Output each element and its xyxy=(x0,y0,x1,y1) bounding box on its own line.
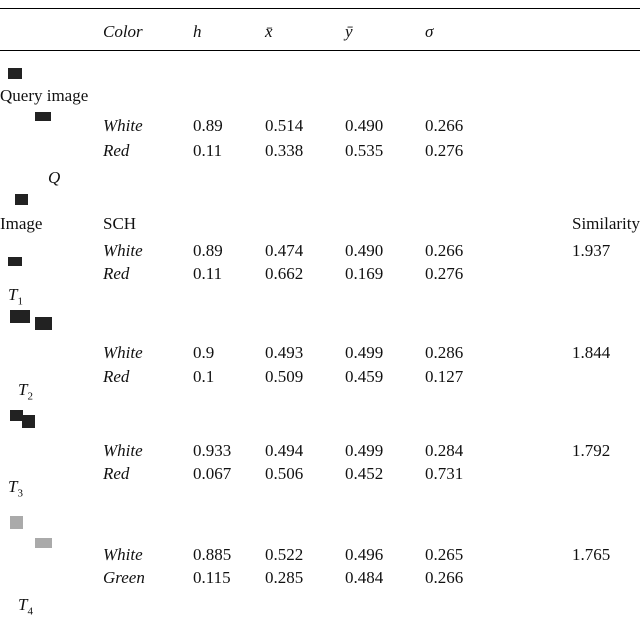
icon xyxy=(35,112,51,121)
color-name: White xyxy=(103,116,143,136)
cell: 0.276 xyxy=(425,141,463,161)
icon xyxy=(8,68,22,79)
color-name: White xyxy=(103,545,143,565)
cell: 0.276 xyxy=(425,264,463,284)
image-label: Image xyxy=(0,214,42,234)
cell: 0.493 xyxy=(265,343,303,363)
symbol-index: 4 xyxy=(27,605,33,617)
cell: 0.266 xyxy=(425,241,463,261)
cell: 0.506 xyxy=(265,464,303,484)
cell: 0.459 xyxy=(345,367,383,387)
symbol: T3 xyxy=(8,477,23,503)
cell: 0.169 xyxy=(345,264,383,284)
cell: 0.494 xyxy=(265,441,303,461)
cell: 0.522 xyxy=(265,545,303,565)
method-label: SCH xyxy=(103,214,136,234)
cell: 0.474 xyxy=(265,241,303,261)
similarity: 1.792 xyxy=(572,441,610,461)
color-name: White xyxy=(103,343,143,363)
header-rule xyxy=(0,50,640,51)
cell: 0.509 xyxy=(265,367,303,387)
column-header: h xyxy=(193,22,202,42)
cell: 0.067 xyxy=(193,464,231,484)
cell: 0.127 xyxy=(425,367,463,387)
color-name: Red xyxy=(103,264,129,284)
cell: 0.285 xyxy=(265,568,303,588)
cell: 0.662 xyxy=(265,264,303,284)
icon xyxy=(10,310,30,323)
symbol: T1 xyxy=(8,285,23,311)
cell: 0.731 xyxy=(425,464,463,484)
cell: 0.885 xyxy=(193,545,231,565)
color-name: White xyxy=(103,241,143,261)
column-header: σ xyxy=(425,22,433,42)
cell: 0.266 xyxy=(425,116,463,136)
cell: 0.933 xyxy=(193,441,231,461)
icon xyxy=(35,538,52,548)
color-name: Red xyxy=(103,464,129,484)
cell: 0.265 xyxy=(425,545,463,565)
color-name: Green xyxy=(103,568,145,588)
column-header: x̄ xyxy=(265,22,273,42)
icon xyxy=(10,516,23,529)
top-rule xyxy=(0,8,640,9)
cell: 0.9 xyxy=(193,343,214,363)
icon xyxy=(35,317,52,330)
symbol-index: 1 xyxy=(17,295,23,307)
symbol: Q xyxy=(48,168,60,188)
cell: 0.496 xyxy=(345,545,383,565)
similarity-header: Similarity xyxy=(572,214,640,234)
icon xyxy=(15,194,28,205)
cell: 0.490 xyxy=(345,241,383,261)
symbol-index: 3 xyxy=(17,487,23,499)
color-name: Red xyxy=(103,367,129,387)
cell: 0.266 xyxy=(425,568,463,588)
cell: 0.452 xyxy=(345,464,383,484)
icon xyxy=(22,415,35,428)
cell: 0.11 xyxy=(193,141,222,161)
table-page: Color h x̄ ȳ σ Query image White 0.89 0.514 0.490… xyxy=(0,0,640,630)
cell: 0.484 xyxy=(345,568,383,588)
query-label: Query image xyxy=(0,86,88,106)
similarity: 1.844 xyxy=(572,343,610,363)
column-header: ȳ xyxy=(345,22,353,42)
cell: 0.284 xyxy=(425,441,463,461)
cell: 0.89 xyxy=(193,116,223,136)
cell: 0.499 xyxy=(345,441,383,461)
cell: 0.286 xyxy=(425,343,463,363)
symbol: T4 xyxy=(18,595,33,621)
cell: 0.338 xyxy=(265,141,303,161)
color-name: Red xyxy=(103,141,129,161)
cell: 0.535 xyxy=(345,141,383,161)
similarity: 1.937 xyxy=(572,241,610,261)
cell: 0.490 xyxy=(345,116,383,136)
symbol-index: 2 xyxy=(27,390,33,402)
symbol: T2 xyxy=(18,380,33,406)
cell: 0.115 xyxy=(193,568,231,588)
cell: 0.1 xyxy=(193,367,214,387)
cell: 0.11 xyxy=(193,264,222,284)
cell: 0.89 xyxy=(193,241,223,261)
column-header: Color xyxy=(103,22,143,42)
cell: 0.514 xyxy=(265,116,303,136)
icon xyxy=(8,257,22,266)
color-name: White xyxy=(103,441,143,461)
cell: 0.499 xyxy=(345,343,383,363)
similarity: 1.765 xyxy=(572,545,610,565)
